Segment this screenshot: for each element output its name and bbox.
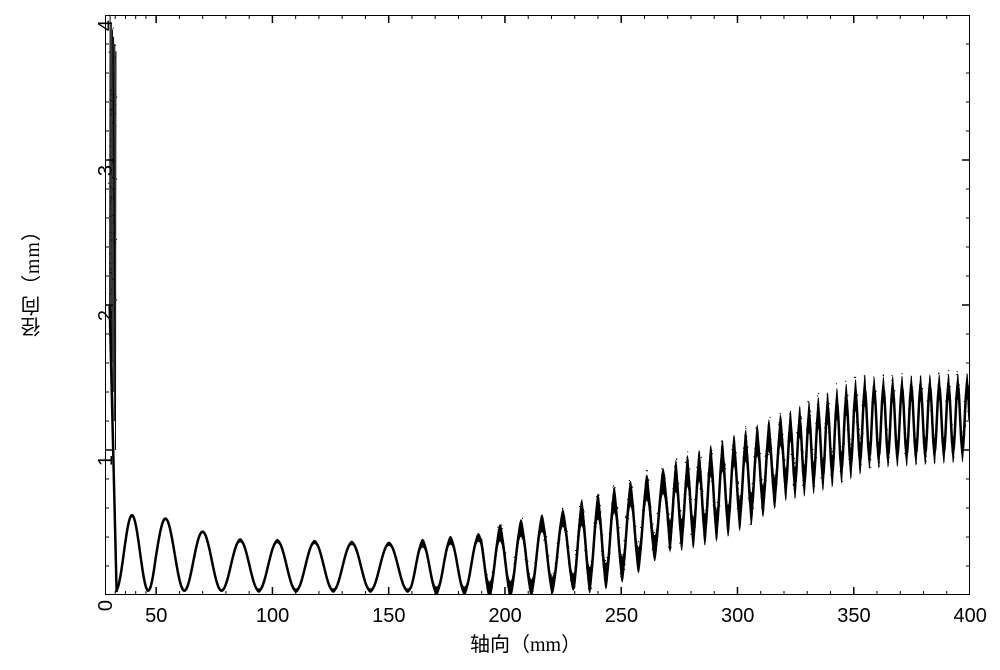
data-line [117, 386, 970, 591]
x-tick-label: 150 [372, 605, 405, 628]
x-tick-label: 50 [145, 605, 167, 628]
plot-area [105, 15, 970, 595]
x-tick-label: 200 [488, 605, 521, 628]
x-tick-label: 250 [605, 605, 638, 628]
x-tick-label: 350 [837, 605, 870, 628]
y-axis-label: 径向（mm） [18, 220, 47, 337]
data-band [117, 373, 970, 595]
x-tick-label: 100 [256, 605, 289, 628]
x-tick-label: 400 [954, 605, 987, 628]
plot-svg [105, 15, 970, 595]
y-tick-label: 0 [95, 600, 118, 611]
y-tick-label: 4 [95, 20, 118, 31]
y-tick-label: 1 [95, 455, 118, 466]
x-tick-label: 300 [721, 605, 754, 628]
y-tick-label: 2 [95, 310, 118, 321]
y-tick-label: 3 [95, 165, 118, 176]
x-axis-label: 轴向（mm） [470, 628, 581, 657]
